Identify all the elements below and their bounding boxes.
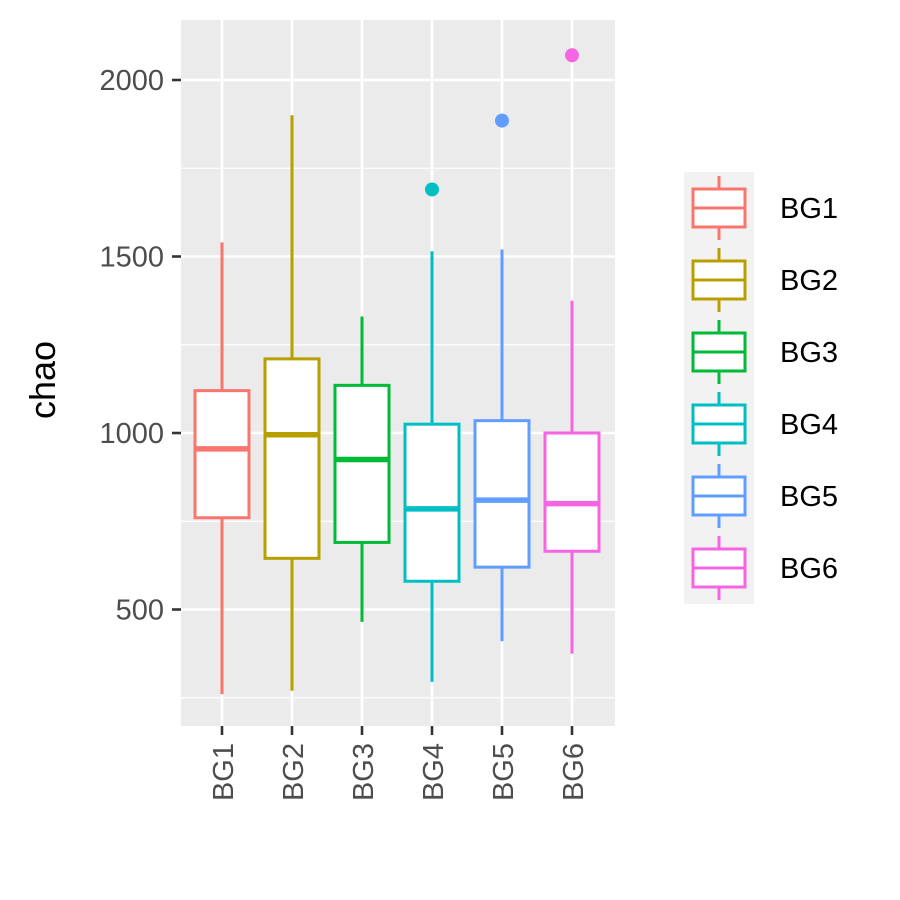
iqr-box bbox=[473, 419, 531, 569]
legend-label: BG6 bbox=[780, 553, 838, 585]
box-bg3 bbox=[333, 316, 391, 622]
box-series bbox=[193, 48, 601, 695]
x-tick-label: BG3 bbox=[348, 743, 380, 801]
y-axis: 500 1000 1500 2000 bbox=[99, 65, 181, 627]
iqr-box bbox=[403, 422, 461, 583]
y-tick-label: 1500 bbox=[99, 242, 164, 274]
legend-item-bg5: BG5 bbox=[691, 464, 838, 528]
x-tick-label: BG1 bbox=[208, 743, 240, 801]
y-tick-label: 500 bbox=[116, 595, 164, 627]
legend-item-bg4: BG4 bbox=[691, 392, 838, 456]
x-tick-label: BG2 bbox=[278, 743, 310, 801]
legend: BG1 BG2 BG3 BG4 BG5 BG6 bbox=[684, 172, 838, 604]
legend-item-bg3: BG3 bbox=[691, 320, 838, 384]
box-bg5 bbox=[473, 113, 531, 642]
x-tick-label: BG6 bbox=[558, 743, 590, 801]
x-tick-label: BG4 bbox=[418, 743, 450, 801]
legend-label: BG1 bbox=[780, 193, 838, 225]
legend-label: BG2 bbox=[780, 265, 838, 297]
iqr-box bbox=[193, 389, 251, 520]
iqr-box bbox=[333, 383, 391, 544]
outlier-point bbox=[495, 113, 509, 128]
minor-gridlines bbox=[181, 167, 615, 699]
box-bg2 bbox=[263, 115, 321, 691]
legend-item-bg6: BG6 bbox=[691, 536, 838, 600]
outlier-point bbox=[425, 182, 439, 197]
legend-item-bg2: BG2 bbox=[691, 248, 838, 312]
box-bg6 bbox=[543, 48, 601, 654]
y-tick-label: 2000 bbox=[99, 65, 164, 97]
iqr-box bbox=[263, 357, 321, 560]
x-tick-label: BG5 bbox=[488, 743, 520, 801]
legend-item-bg1: BG1 bbox=[691, 176, 838, 240]
x-axis: BG1 BG2 BG3 BG4 BG5 BG6 bbox=[208, 726, 590, 801]
legend-label: BG5 bbox=[780, 481, 838, 513]
box-bg1 bbox=[193, 242, 251, 695]
box-bg4 bbox=[403, 182, 461, 682]
outlier-point bbox=[565, 48, 579, 63]
legend-label: BG4 bbox=[780, 409, 838, 441]
y-axis-title: chao bbox=[22, 341, 63, 419]
legend-key-background bbox=[684, 172, 754, 604]
y-tick-label: 1000 bbox=[99, 418, 164, 450]
plot-panel bbox=[181, 20, 615, 726]
iqr-box bbox=[543, 431, 601, 553]
legend-label: BG3 bbox=[780, 337, 838, 369]
